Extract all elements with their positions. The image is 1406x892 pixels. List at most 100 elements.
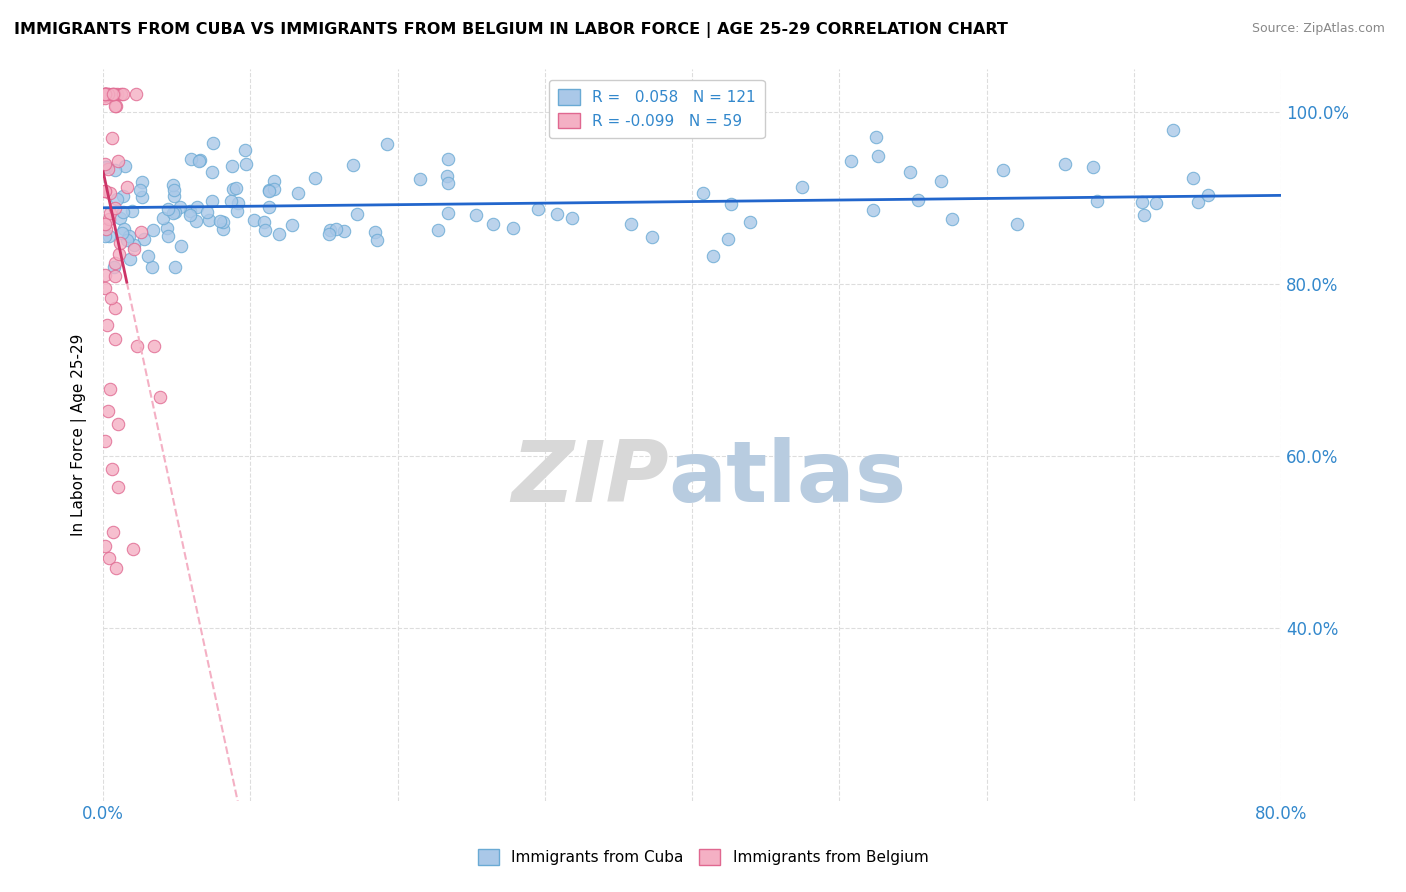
- Point: [201, 194, 224, 209]
- Point: [620, 217, 643, 231]
- Y-axis label: In Labor Force | Age 25-29: In Labor Force | Age 25-29: [72, 334, 87, 536]
- Point: [1161, 123, 1184, 137]
- Point: [170, 239, 193, 253]
- Point: [179, 203, 201, 218]
- Point: [94, 88, 117, 103]
- Point: [720, 197, 742, 211]
- Point: [131, 175, 153, 189]
- Point: [198, 213, 221, 227]
- Point: [141, 260, 163, 274]
- Point: [907, 193, 929, 207]
- Point: [366, 233, 388, 247]
- Point: [1053, 157, 1076, 171]
- Point: [97, 87, 120, 102]
- Text: ZIP: ZIP: [510, 437, 668, 520]
- Point: [941, 212, 963, 227]
- Point: [263, 182, 285, 196]
- Point: [104, 99, 127, 113]
- Point: [862, 202, 884, 217]
- Point: [738, 215, 761, 229]
- Point: [221, 159, 243, 173]
- Point: [561, 211, 583, 226]
- Point: [235, 157, 257, 171]
- Point: [202, 136, 225, 150]
- Point: [94, 217, 117, 231]
- Point: [436, 169, 458, 184]
- Point: [98, 186, 121, 201]
- Text: Source: ZipAtlas.com: Source: ZipAtlas.com: [1251, 22, 1385, 36]
- Point: [94, 90, 117, 104]
- Point: [104, 202, 127, 216]
- Point: [93, 434, 115, 449]
- Point: [839, 154, 862, 169]
- Point: [1144, 196, 1167, 211]
- Point: [346, 207, 368, 221]
- Point: [641, 230, 664, 244]
- Point: [142, 223, 165, 237]
- Point: [1197, 187, 1219, 202]
- Point: [187, 154, 209, 169]
- Point: [94, 87, 117, 102]
- Point: [342, 158, 364, 172]
- Point: [107, 153, 129, 168]
- Point: [437, 206, 460, 220]
- Point: [104, 256, 127, 270]
- Point: [1181, 171, 1204, 186]
- Point: [94, 87, 117, 102]
- Point: [211, 215, 233, 229]
- Point: [111, 188, 134, 202]
- Point: [157, 229, 180, 244]
- Point: [162, 206, 184, 220]
- Point: [427, 223, 450, 237]
- Point: [93, 184, 115, 198]
- Point: [142, 339, 165, 353]
- Point: [865, 129, 887, 144]
- Point: [136, 249, 159, 263]
- Point: [152, 211, 174, 226]
- Point: [157, 202, 180, 217]
- Point: [186, 213, 208, 227]
- Point: [465, 208, 488, 222]
- Point: [125, 339, 148, 353]
- Point: [111, 226, 134, 240]
- Point: [98, 212, 121, 227]
- Point: [212, 222, 235, 236]
- Point: [186, 200, 208, 214]
- Legend: Immigrants from Cuba, Immigrants from Belgium: Immigrants from Cuba, Immigrants from Be…: [471, 843, 935, 871]
- Point: [409, 172, 432, 186]
- Point: [436, 152, 458, 166]
- Point: [122, 237, 145, 252]
- Point: [163, 188, 186, 202]
- Point: [363, 225, 385, 239]
- Point: [101, 87, 124, 102]
- Point: [991, 163, 1014, 178]
- Point: [226, 203, 249, 218]
- Point: [333, 224, 356, 238]
- Point: [1130, 195, 1153, 210]
- Point: [717, 232, 740, 246]
- Point: [118, 229, 141, 244]
- Legend: R =   0.058   N = 121, R = -0.099   N = 59: R = 0.058 N = 121, R = -0.099 N = 59: [548, 79, 765, 137]
- Point: [219, 194, 242, 208]
- Point: [121, 203, 143, 218]
- Point: [1081, 160, 1104, 174]
- Point: [375, 137, 398, 152]
- Point: [115, 233, 138, 247]
- Point: [112, 204, 135, 219]
- Point: [482, 217, 505, 231]
- Point: [437, 176, 460, 190]
- Point: [118, 252, 141, 266]
- Point: [97, 87, 120, 102]
- Point: [267, 227, 290, 241]
- Point: [179, 208, 201, 222]
- Point: [132, 232, 155, 246]
- Point: [108, 235, 131, 250]
- Point: [115, 179, 138, 194]
- Point: [325, 222, 347, 236]
- Point: [180, 153, 202, 167]
- Point: [259, 200, 281, 214]
- Point: [527, 202, 550, 216]
- Point: [103, 87, 125, 102]
- Point: [287, 186, 309, 201]
- Text: atlas: atlas: [668, 437, 907, 520]
